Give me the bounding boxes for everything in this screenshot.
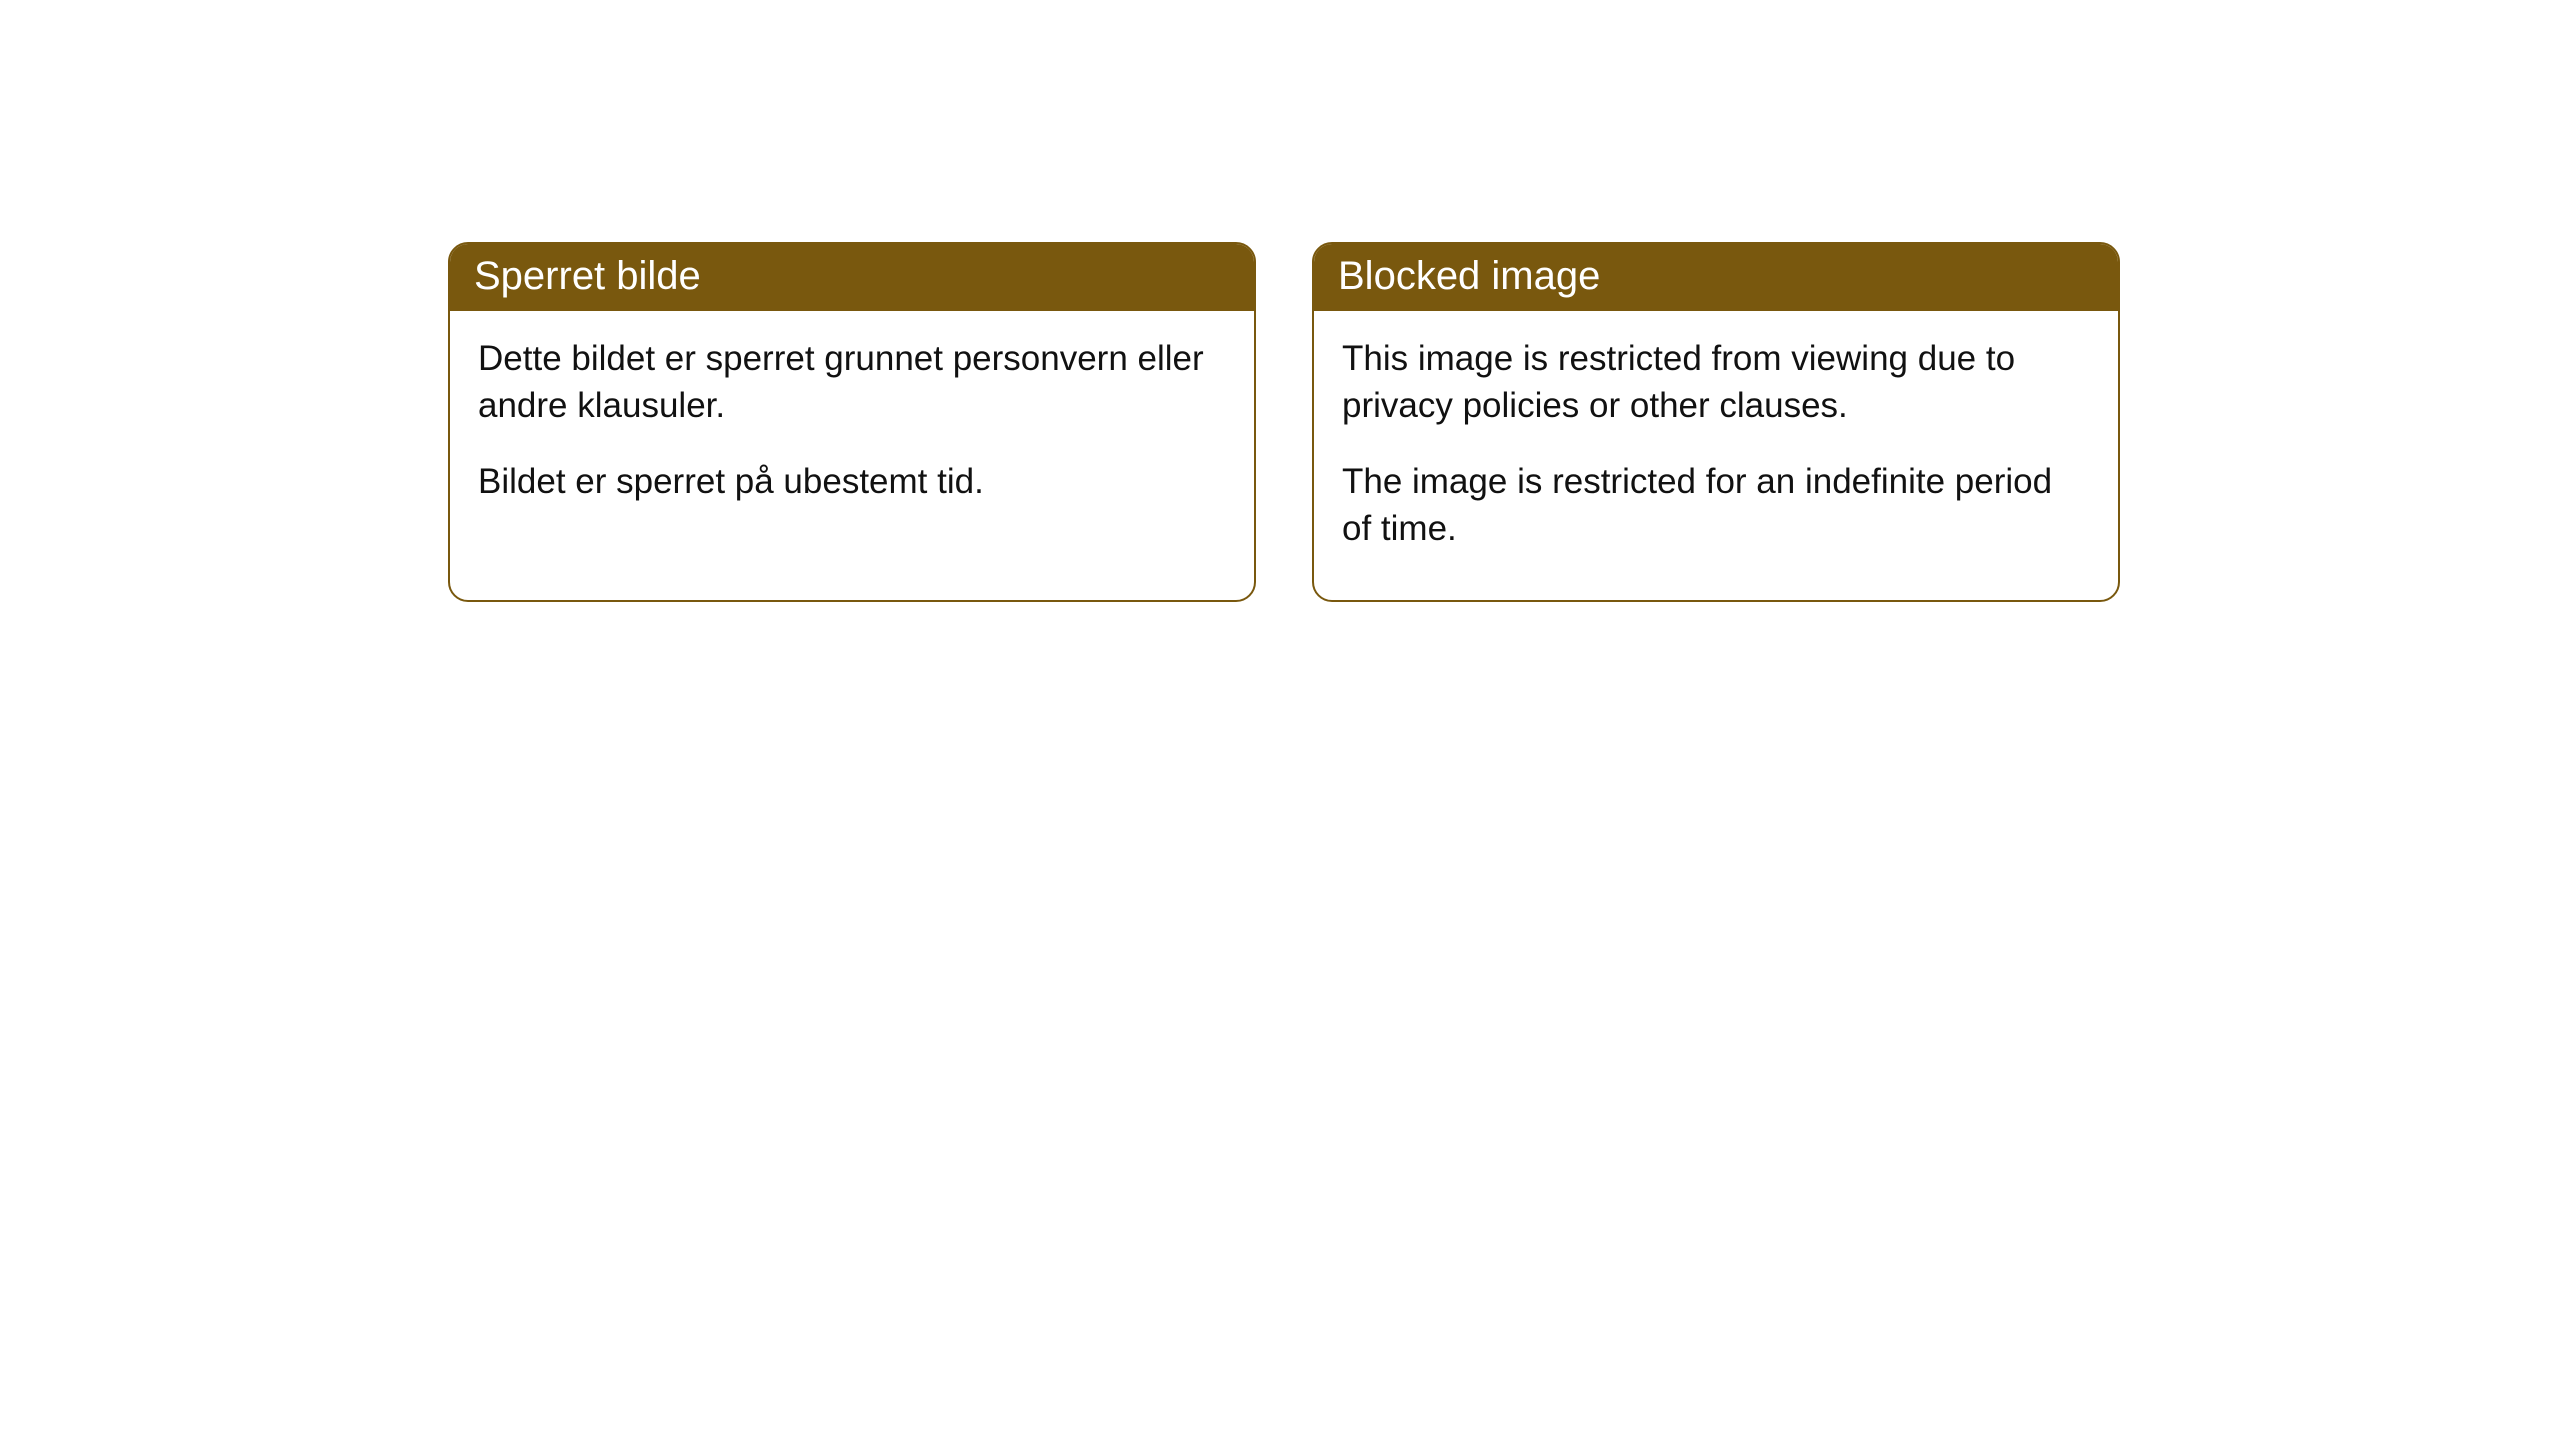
card-title: Blocked image [1314,244,2118,311]
card-paragraph: Bildet er sperret på ubestemt tid. [478,458,1226,505]
card-paragraph: Dette bildet er sperret grunnet personve… [478,335,1226,430]
blocked-image-card-english: Blocked image This image is restricted f… [1312,242,2120,602]
blocked-image-card-norwegian: Sperret bilde Dette bildet er sperret gr… [448,242,1256,602]
card-container: Sperret bilde Dette bildet er sperret gr… [0,0,2560,602]
card-paragraph: This image is restricted from viewing du… [1342,335,2090,430]
card-body: This image is restricted from viewing du… [1314,311,2118,600]
card-title: Sperret bilde [450,244,1254,311]
card-paragraph: The image is restricted for an indefinit… [1342,458,2090,553]
card-body: Dette bildet er sperret grunnet personve… [450,311,1254,553]
